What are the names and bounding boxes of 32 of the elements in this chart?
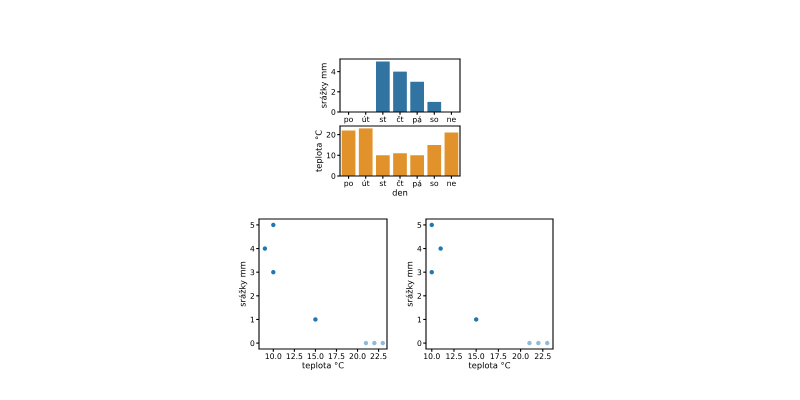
point — [430, 222, 434, 228]
point — [364, 340, 368, 346]
point — [545, 340, 550, 346]
point — [313, 317, 318, 322]
point — [527, 340, 532, 346]
bar — [444, 132, 458, 176]
x-axis-title: teplota °C — [302, 362, 344, 370]
y-axis-title: srážky mm — [320, 63, 328, 108]
point — [262, 246, 268, 251]
bar — [342, 130, 356, 176]
bar — [410, 155, 424, 176]
point — [271, 270, 276, 274]
point — [271, 222, 276, 228]
y-axis-title: srážky mm — [406, 262, 414, 306]
bar — [376, 62, 390, 112]
bar — [393, 72, 407, 112]
x-axis-title: teplota °C — [468, 362, 510, 370]
bar — [358, 128, 373, 176]
point — [536, 340, 541, 346]
point — [380, 340, 385, 346]
point — [474, 317, 478, 322]
bar — [376, 155, 390, 176]
bar — [427, 102, 442, 112]
point — [372, 340, 377, 346]
bar — [427, 144, 442, 176]
point — [430, 270, 434, 274]
y-axis-title: teplota °C — [315, 130, 324, 172]
y-axis-title: srážky mm — [238, 262, 248, 306]
bar — [393, 153, 407, 176]
x-axis-title: den — [392, 189, 408, 196]
bar — [410, 82, 424, 112]
point — [438, 246, 443, 251]
